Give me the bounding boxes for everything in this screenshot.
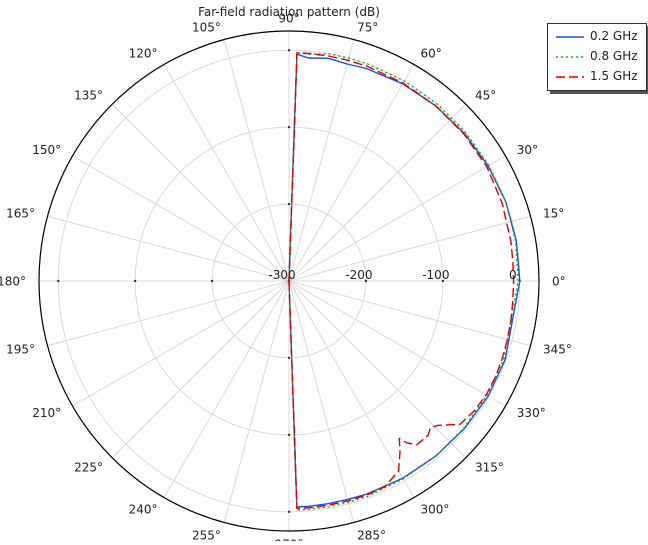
- grid-spoke: [223, 39, 290, 282]
- angle-tick-label: 150°: [32, 143, 61, 157]
- legend-item-2: 0.8 GHz: [554, 49, 646, 65]
- legend: 0.2 GHz 0.8 GHz 1.5 GHz: [547, 23, 647, 91]
- grid-spoke: [288, 280, 531, 347]
- angle-tick-label: 60°: [421, 47, 442, 61]
- plot-boundary: [38, 30, 540, 532]
- grid-marker: [287, 125, 291, 129]
- angle-tick-label: 240°: [129, 502, 158, 516]
- grid-marker: [364, 279, 368, 283]
- grid-marker: [210, 279, 214, 283]
- grid-spoke: [288, 280, 467, 459]
- grid-marker: [287, 356, 291, 360]
- angle-tick-label: 15°: [543, 206, 564, 220]
- angle-tick-label: 330°: [517, 406, 546, 420]
- angle-tick-label: 105°: [192, 21, 221, 35]
- grid-spoke: [288, 280, 415, 498]
- angle-tick-label: 210°: [32, 406, 61, 420]
- grid-spoke: [288, 64, 415, 282]
- grid-spoke: [47, 280, 290, 347]
- angle-tick-label: 90°: [278, 12, 299, 26]
- grid-marker: [287, 49, 291, 52]
- grid-spoke: [111, 103, 290, 282]
- legend-label: 0.8 GHz: [590, 49, 638, 63]
- series-line: [288, 52, 515, 510]
- grid-spoke: [72, 155, 290, 282]
- grid-marker: [441, 279, 445, 283]
- grid-spoke: [223, 280, 290, 523]
- angle-tick-label: 120°: [129, 47, 158, 61]
- grid-spoke: [288, 280, 506, 407]
- angle-tick-label: 180°: [0, 275, 26, 289]
- legend-label: 0.2 GHz: [590, 29, 638, 43]
- grid-marker: [287, 433, 291, 437]
- grid-spoke: [288, 280, 355, 523]
- angle-tick-label: 195°: [6, 343, 35, 357]
- angle-tick-label: 45°: [475, 89, 496, 103]
- angle-tick-label: 345°: [543, 343, 572, 357]
- grid-spoke: [47, 215, 290, 282]
- chart-title: Far-field radiation pattern (dB): [198, 5, 380, 19]
- grid-marker: [287, 510, 291, 513]
- angle-tick-label: 165°: [6, 206, 35, 220]
- legend-label: 1.5 GHz: [590, 69, 638, 83]
- angle-tick-label: 300°: [421, 502, 450, 516]
- grid-spoke: [288, 39, 355, 282]
- radial-tick-label: -100: [422, 268, 449, 282]
- angle-tick-label: 135°: [74, 89, 103, 103]
- grid-spoke: [288, 155, 506, 282]
- grid-spoke: [163, 64, 290, 282]
- grid-spoke: [163, 280, 290, 498]
- angle-tick-label: 0°: [552, 275, 566, 289]
- angle-tick-label: 285°: [357, 529, 386, 542]
- radial-tick-label: 0: [509, 268, 517, 282]
- angle-tick-label: 270°: [275, 538, 304, 542]
- grid-marker: [287, 202, 291, 206]
- grid-marker: [57, 279, 60, 283]
- grid-spoke: [72, 280, 290, 407]
- angle-tick-label: 75°: [357, 21, 378, 35]
- legend-item-3: 1.5 GHz: [554, 69, 646, 85]
- legend-item-1: 0.2 GHz: [554, 29, 646, 45]
- radial-tick-label: -200: [345, 268, 372, 282]
- angle-tick-label: 255°: [192, 529, 221, 542]
- grid-spoke: [288, 103, 467, 282]
- series-line: [288, 53, 521, 508]
- grid-spoke: [288, 215, 531, 282]
- grid-marker: [133, 279, 137, 283]
- radial-tick-label: -300: [268, 268, 295, 282]
- angle-tick-label: 225°: [74, 461, 103, 475]
- angle-tick-label: 315°: [475, 461, 504, 475]
- angle-tick-label: 30°: [517, 143, 538, 157]
- grid-spoke: [111, 280, 290, 459]
